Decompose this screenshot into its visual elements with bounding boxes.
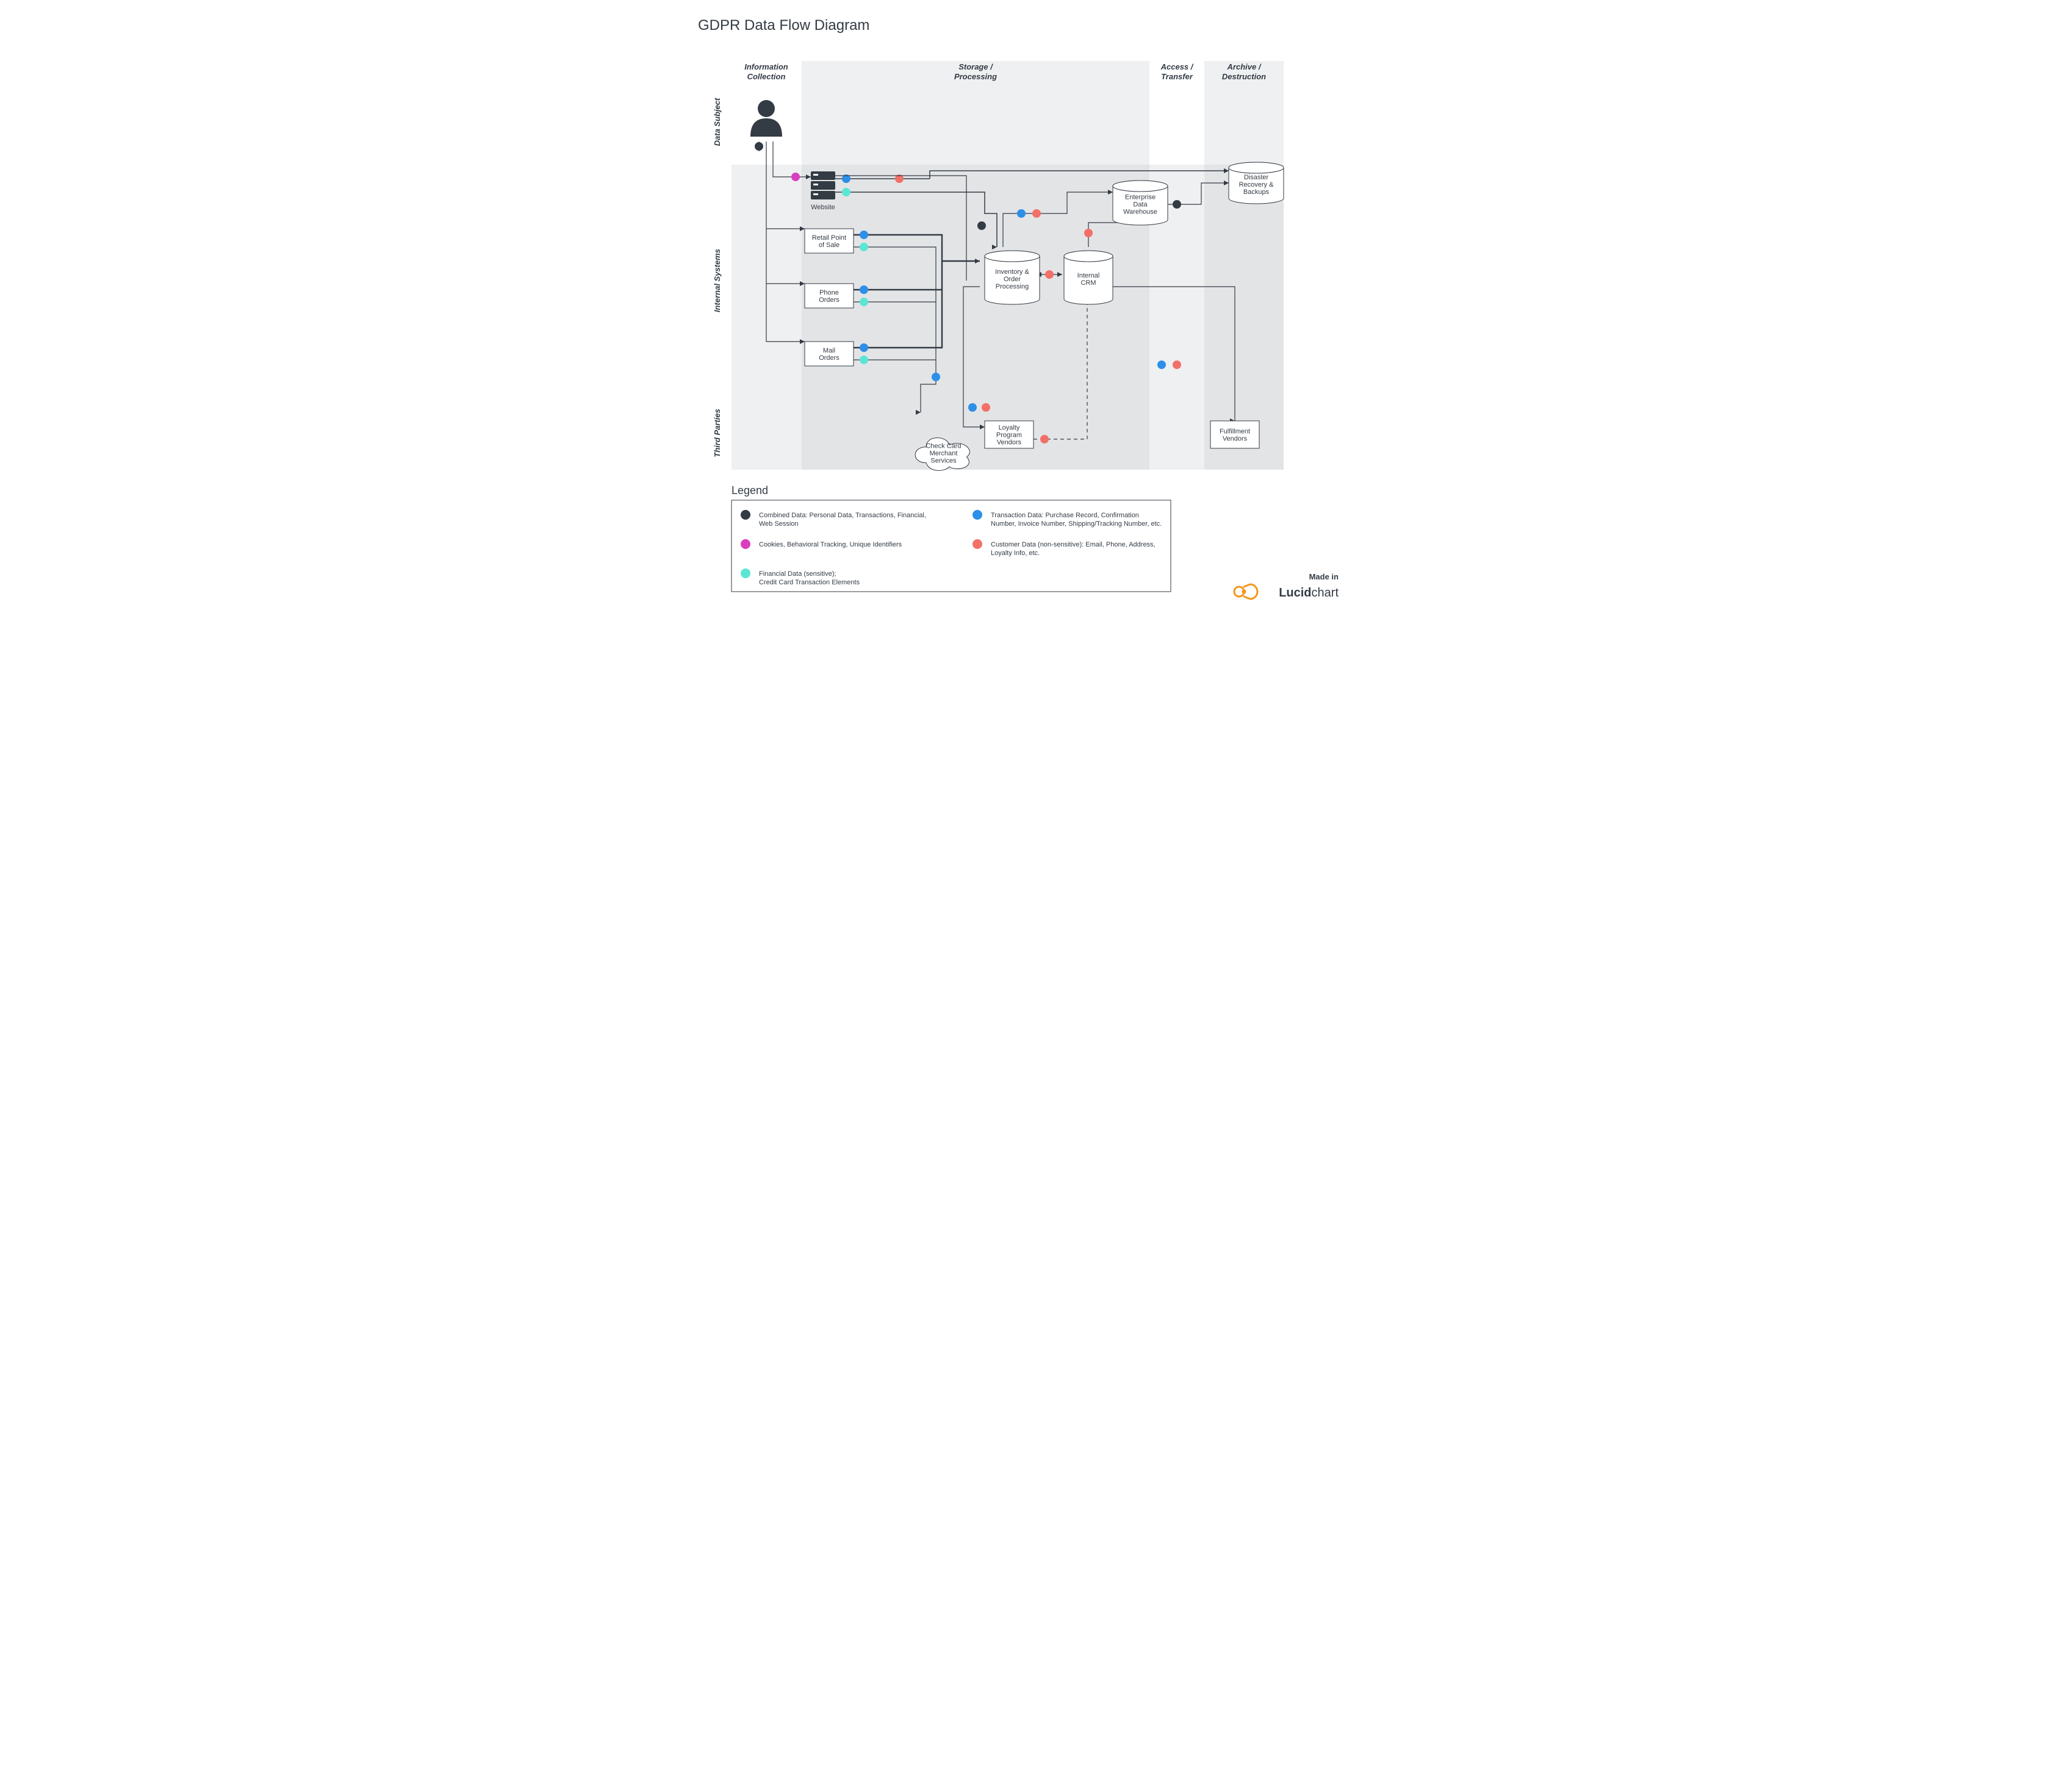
row-header-internal: Internal Systems: [713, 249, 722, 312]
svg-text:Orders: Orders: [819, 354, 839, 362]
svg-text:Recovery &: Recovery &: [1239, 181, 1274, 188]
data-dot-transaction: [968, 403, 977, 412]
legend-dot-combined: [741, 510, 750, 520]
svg-text:Credit Card Transaction Elemen: Credit Card Transaction Elements: [759, 579, 860, 586]
svg-text:Program: Program: [996, 432, 1022, 439]
node-phone: PhoneOrders: [805, 284, 854, 308]
data-dot-customer: [1173, 360, 1181, 369]
col-header-storage: Storage /: [958, 62, 993, 71]
data-dot-transaction: [1157, 360, 1166, 369]
svg-text:Backups: Backups: [1243, 188, 1270, 196]
data-dot-transaction: [860, 285, 868, 294]
svg-text:Inventory &: Inventory &: [995, 268, 1029, 276]
svg-text:Order: Order: [1004, 276, 1021, 283]
data-dot-transaction: [860, 343, 868, 352]
svg-text:Processing: Processing: [954, 72, 997, 81]
flow-diagram: InformationCollectionStorage /Processing…: [698, 43, 1369, 628]
data-dot-transaction: [1017, 209, 1026, 218]
svg-text:Website: Website: [811, 204, 835, 211]
data-dot-customer: [1084, 229, 1093, 237]
svg-text:Disaster: Disaster: [1244, 174, 1269, 181]
legend-label: Financial Data (sensitive);: [759, 570, 836, 578]
svg-text:Mail: Mail: [823, 347, 835, 354]
svg-text:Vendors: Vendors: [997, 439, 1022, 446]
col-header-archive: Archive /: [1227, 62, 1262, 71]
svg-text:Orders: Orders: [819, 296, 839, 304]
svg-text:CRM: CRM: [1080, 279, 1096, 287]
svg-text:Check Card: Check Card: [926, 443, 961, 450]
data-dot-cookies: [791, 173, 800, 181]
server-icon: Website: [811, 171, 835, 211]
legend-dot-customer: [972, 539, 982, 549]
svg-text:Loyalty: Loyalty: [999, 425, 1020, 432]
svg-text:Transfer: Transfer: [1161, 72, 1193, 81]
legend-label: Customer Data (non-sensitive): Email, Ph…: [991, 541, 1156, 548]
col-header-access: Access /: [1160, 62, 1194, 71]
svg-text:Number, Invoice Number, Shippi: Number, Invoice Number, Shipping/Trackin…: [991, 520, 1162, 528]
svg-text:Warehouse: Warehouse: [1123, 209, 1157, 216]
data-dot-transaction: [932, 373, 940, 381]
user-icon: [750, 100, 782, 137]
svg-text:Web Session: Web Session: [759, 520, 799, 528]
data-dot-combined: [977, 221, 986, 230]
data-dot-customer: [982, 403, 990, 412]
legend-label: Transaction Data: Purchase Record, Confi…: [991, 512, 1139, 519]
data-dot-combined: [755, 142, 763, 151]
node-fulfill: FulfillmentVendors: [1210, 421, 1259, 448]
legend-dot-cookies: [741, 539, 750, 549]
legend-dot-financial: [741, 568, 750, 578]
svg-text:Collection: Collection: [747, 72, 786, 81]
svg-text:Loyalty Info, etc.: Loyalty Info, etc.: [991, 550, 1040, 557]
svg-text:Internal: Internal: [1077, 272, 1100, 279]
data-dot-financial: [842, 188, 850, 196]
data-dot-financial: [860, 298, 868, 306]
node-edw: EnterpriseDataWarehouse: [1113, 181, 1168, 225]
legend-dot-transaction: [972, 510, 982, 520]
svg-text:Enterprise: Enterprise: [1125, 194, 1156, 201]
svg-text:Processing: Processing: [996, 283, 1029, 290]
data-dot-customer: [1045, 270, 1054, 279]
data-dot-combined: [1173, 200, 1181, 209]
legend-label: Combined Data: Personal Data, Transactio…: [759, 512, 926, 519]
brand-made-in: Made in: [1309, 572, 1339, 581]
node-loyalty: LoyaltyProgramVendors: [985, 421, 1034, 448]
data-dot-transaction: [860, 231, 868, 239]
node-crm: InternalCRM: [1064, 251, 1113, 304]
col-header-info: Information: [744, 62, 788, 71]
data-dot-financial: [860, 356, 868, 364]
node-backup: DisasterRecovery &Backups: [1229, 162, 1284, 204]
svg-text:Data: Data: [1133, 201, 1148, 209]
svg-text:of Sale: of Sale: [819, 242, 839, 249]
svg-text:Destruction: Destruction: [1222, 72, 1266, 81]
svg-text:Retail Point: Retail Point: [812, 234, 846, 242]
data-dot-customer: [1032, 209, 1041, 218]
svg-text:Services: Services: [930, 457, 957, 465]
data-dot-financial: [860, 243, 868, 251]
row-header-third: Third Parties: [713, 409, 722, 457]
svg-text:Vendors: Vendors: [1223, 435, 1248, 443]
legend-label: Cookies, Behavioral Tracking, Unique Ide…: [759, 541, 902, 548]
brand-name: Lucidchart: [1279, 586, 1339, 600]
row-header-subject: Data Subject: [713, 98, 722, 146]
page-title: GDPR Data Flow Diagram: [698, 17, 1369, 34]
node-retail: Retail Pointof Sale: [805, 229, 854, 253]
brand-logo: [1234, 584, 1257, 599]
legend-title: Legend: [732, 484, 768, 496]
node-inventory: Inventory &OrderProcessing: [985, 251, 1040, 304]
data-dot-customer: [1040, 435, 1049, 443]
svg-text:Merchant: Merchant: [930, 450, 958, 457]
node-mail: MailOrders: [805, 342, 854, 366]
svg-text:Fulfillment: Fulfillment: [1220, 428, 1250, 435]
svg-text:Phone: Phone: [819, 289, 839, 296]
